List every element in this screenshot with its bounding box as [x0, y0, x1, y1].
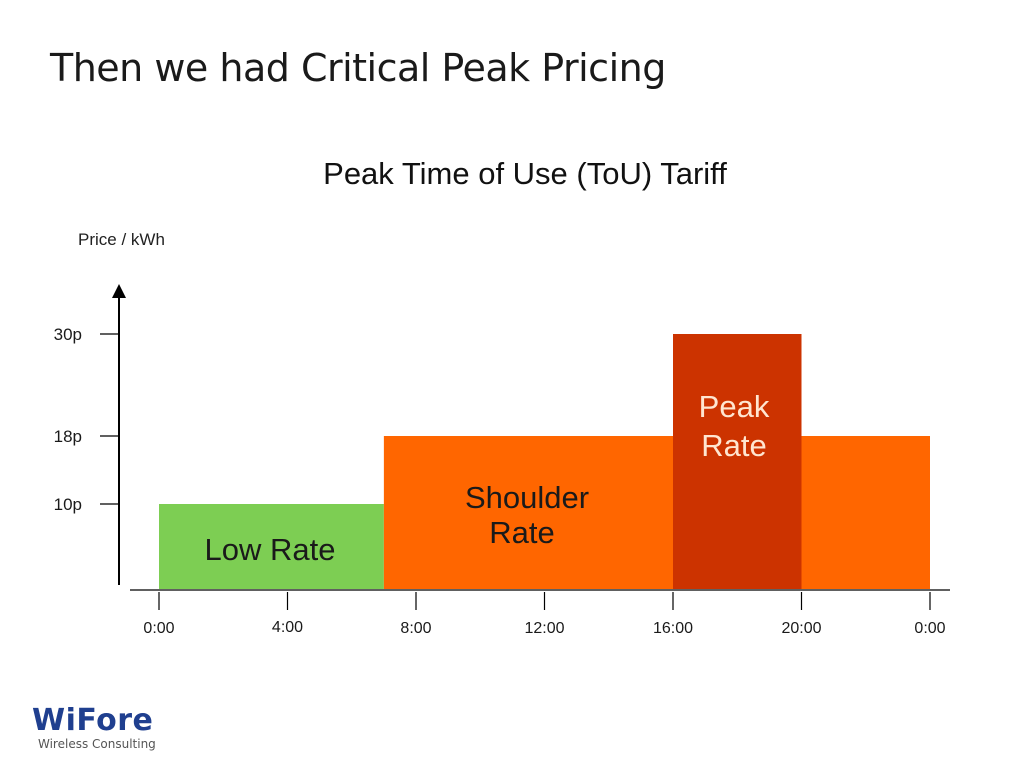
wifore-logo: WiFore Wireless Consulting — [32, 703, 156, 752]
y-axis-label: Price / kWh — [78, 230, 165, 249]
low-rate-bar — [159, 504, 384, 589]
shoulder-rate-label: Rate — [489, 515, 554, 550]
y-tick-label-10: 10p — [54, 495, 82, 514]
x-tick-label-1: 4:00 — [272, 619, 303, 636]
x-tick-label-4: 16:00 — [653, 620, 693, 637]
peak-rate-bar — [673, 334, 802, 589]
logo-name: WiFore — [32, 703, 154, 738]
y-tick-label-18: 18p — [54, 427, 82, 446]
shoulder-rate-label: Shoulder — [465, 480, 589, 515]
x-tick-label-3: 12:00 — [524, 620, 564, 637]
chart-title: Peak Time of Use (ToU) Tariff — [323, 156, 727, 191]
x-tick-label-6: 0:00 — [914, 620, 945, 637]
x-tick-label-0: 0:00 — [143, 620, 174, 637]
peak-rate-label: Rate — [701, 428, 766, 463]
y-tick-label-30: 30p — [54, 325, 82, 344]
x-tick-label-2: 8:00 — [400, 620, 431, 637]
y-axis-arrow — [112, 284, 126, 298]
peak-rate-label: Peak — [699, 389, 770, 424]
logo-subtitle: Wireless Consulting — [38, 737, 156, 751]
x-tick-label-5: 20:00 — [781, 620, 821, 637]
slide-title: Then we had Critical Peak Pricing — [50, 46, 666, 90]
shoulder-rate-bar — [383, 436, 930, 589]
low-rate-label: Low Rate — [205, 532, 336, 567]
